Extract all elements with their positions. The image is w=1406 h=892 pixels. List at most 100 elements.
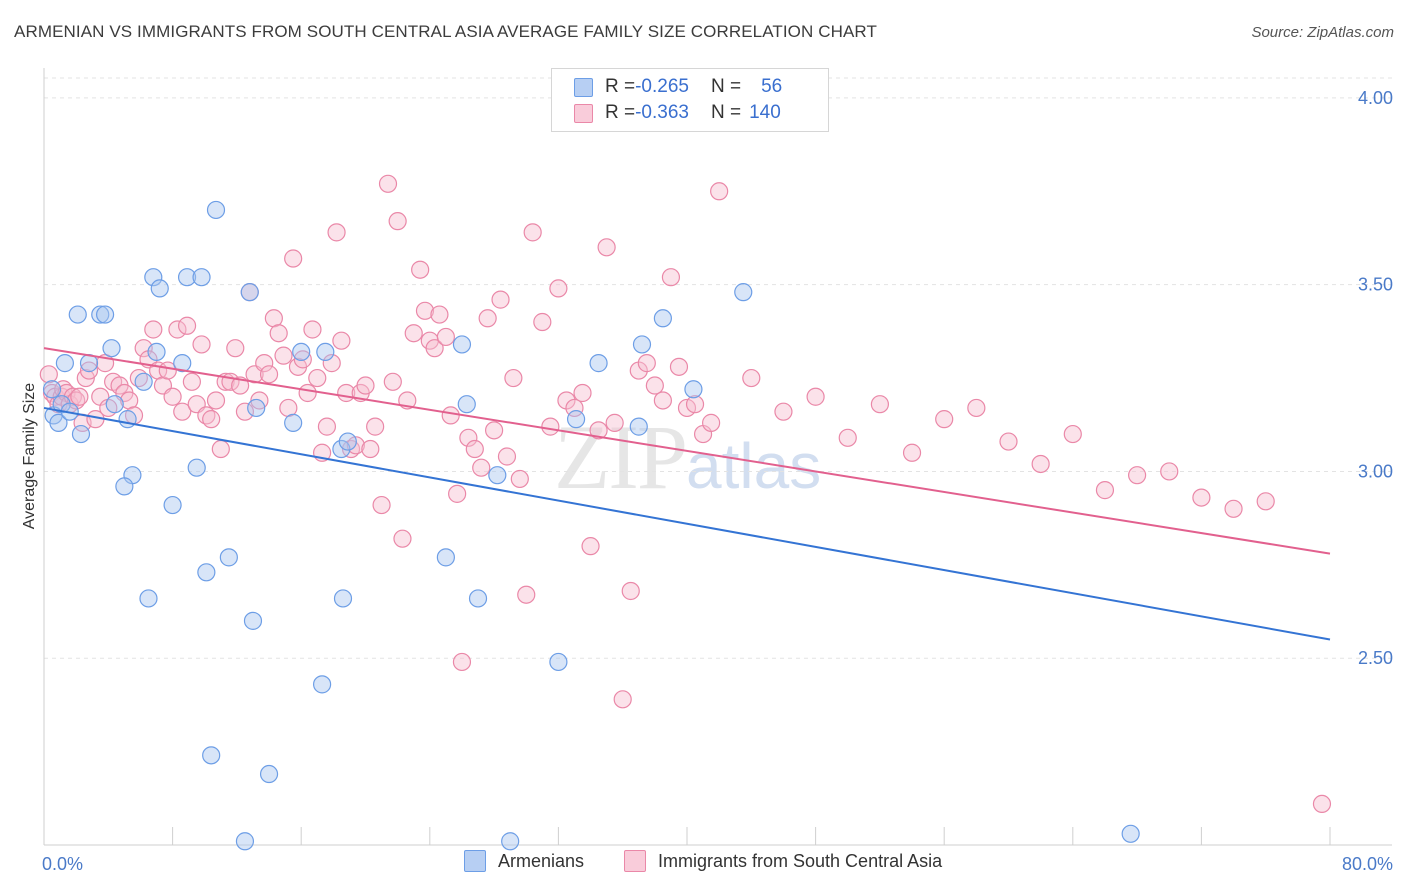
point-armenians: [177, 268, 197, 287]
point-immigrants: [192, 335, 211, 354]
point-immigrants: [459, 428, 478, 447]
point-armenians: [501, 832, 520, 851]
point-immigrants: [1127, 466, 1147, 485]
point-immigrants: [177, 316, 197, 335]
point-armenians: [589, 354, 608, 373]
point-immigrants: [274, 346, 293, 365]
point-immigrants: [465, 439, 484, 459]
point-armenians: [105, 395, 124, 414]
legend-swatch-blue: [574, 77, 593, 97]
point-armenians: [333, 589, 353, 608]
series-legend: Armenians Immigrants from South Central …: [0, 850, 1406, 878]
point-immigrants: [411, 260, 430, 279]
point-armenians: [436, 548, 455, 567]
point-armenians: [338, 432, 357, 451]
chart-title: ARMENIAN VS IMMIGRANTS FROM SOUTH CENTRA…: [14, 22, 877, 41]
point-immigrants: [472, 458, 491, 477]
point-immigrants: [621, 581, 640, 601]
point-immigrants: [383, 372, 402, 391]
point-immigrants: [356, 376, 375, 395]
legend-row-armenians: R = -0.265 N = 56: [574, 74, 782, 100]
point-armenians: [549, 652, 568, 672]
point-immigrants: [144, 320, 163, 339]
point-immigrants: [308, 368, 327, 388]
point-immigrants: [430, 305, 449, 324]
point-immigrants: [573, 383, 592, 403]
point-immigrants: [1312, 794, 1332, 814]
point-armenians: [734, 283, 753, 302]
point-armenians: [144, 268, 163, 287]
point-armenians: [240, 283, 259, 302]
point-armenians: [192, 268, 211, 287]
axes: [43, 68, 1392, 846]
y-axis-label: Average Family Size: [21, 383, 38, 530]
point-immigrants: [589, 421, 608, 440]
point-immigrants: [303, 320, 322, 339]
point-armenians: [259, 764, 279, 784]
r-value: -0.363: [635, 102, 689, 123]
watermark-zip: ZIP: [554, 406, 688, 508]
point-immigrants: [549, 279, 568, 298]
point-immigrants: [774, 402, 793, 421]
point-armenians: [202, 746, 221, 765]
point-immigrants: [491, 290, 510, 309]
point-immigrants: [485, 421, 504, 440]
point-armenians: [292, 342, 311, 362]
point-immigrants: [653, 391, 672, 410]
point-immigrants: [685, 395, 705, 414]
point-immigrants: [168, 320, 187, 339]
trend-lines: [43, 347, 1331, 641]
series-immigrants-points: [39, 174, 1332, 814]
point-immigrants: [293, 350, 312, 369]
point-armenians: [173, 354, 192, 373]
point-armenians: [1121, 824, 1140, 843]
point-armenians: [312, 675, 332, 694]
point-immigrants: [637, 354, 656, 373]
point-immigrants: [388, 212, 407, 231]
point-immigrants: [999, 432, 1018, 451]
point-immigrants: [163, 387, 182, 406]
stats-legend: R = -0.265 N = 56 R = -0.363 N = 140: [551, 68, 829, 132]
x-tick-label: 0.0%: [42, 854, 83, 874]
point-immigrants: [70, 387, 89, 406]
x-tick-label: 80.0%: [1342, 854, 1393, 874]
point-armenians: [42, 380, 62, 399]
point-immigrants: [1224, 499, 1243, 518]
point-immigrants: [478, 309, 497, 328]
point-armenians: [219, 548, 238, 567]
point-armenians: [243, 611, 263, 630]
point-immigrants: [372, 495, 391, 515]
point-immigrants: [226, 339, 245, 358]
point-armenians: [68, 305, 87, 324]
point-immigrants: [533, 312, 552, 332]
point-immigrants: [1063, 424, 1082, 444]
point-armenians: [457, 395, 476, 414]
point-immigrants: [298, 383, 317, 403]
point-immigrants: [497, 447, 517, 466]
point-immigrants: [742, 368, 761, 388]
point-armenians: [206, 200, 226, 220]
point-armenians: [197, 563, 216, 582]
point-immigrants: [393, 529, 412, 548]
point-immigrants: [1031, 454, 1050, 474]
point-armenians: [247, 398, 266, 418]
legend-swatch-pink: [574, 103, 593, 123]
point-armenians: [653, 309, 672, 328]
r-value: -0.265: [635, 76, 689, 97]
legend-label: Armenians: [498, 850, 585, 871]
point-armenians: [332, 439, 351, 459]
point-immigrants: [1256, 492, 1275, 511]
point-armenians: [91, 305, 110, 324]
point-immigrants: [448, 484, 467, 503]
point-armenians: [284, 413, 303, 432]
legend-label: Immigrants from South Central Asia: [658, 850, 943, 871]
point-immigrants: [710, 182, 729, 201]
legend-item-immigrants: Immigrants from South Central Asia: [624, 850, 942, 872]
point-immigrants: [404, 324, 423, 343]
point-immigrants: [231, 376, 250, 395]
point-immigrants: [415, 301, 435, 320]
point-armenians: [187, 458, 206, 477]
point-immigrants: [284, 249, 303, 268]
point-armenians: [163, 495, 182, 515]
point-immigrants: [202, 410, 221, 429]
